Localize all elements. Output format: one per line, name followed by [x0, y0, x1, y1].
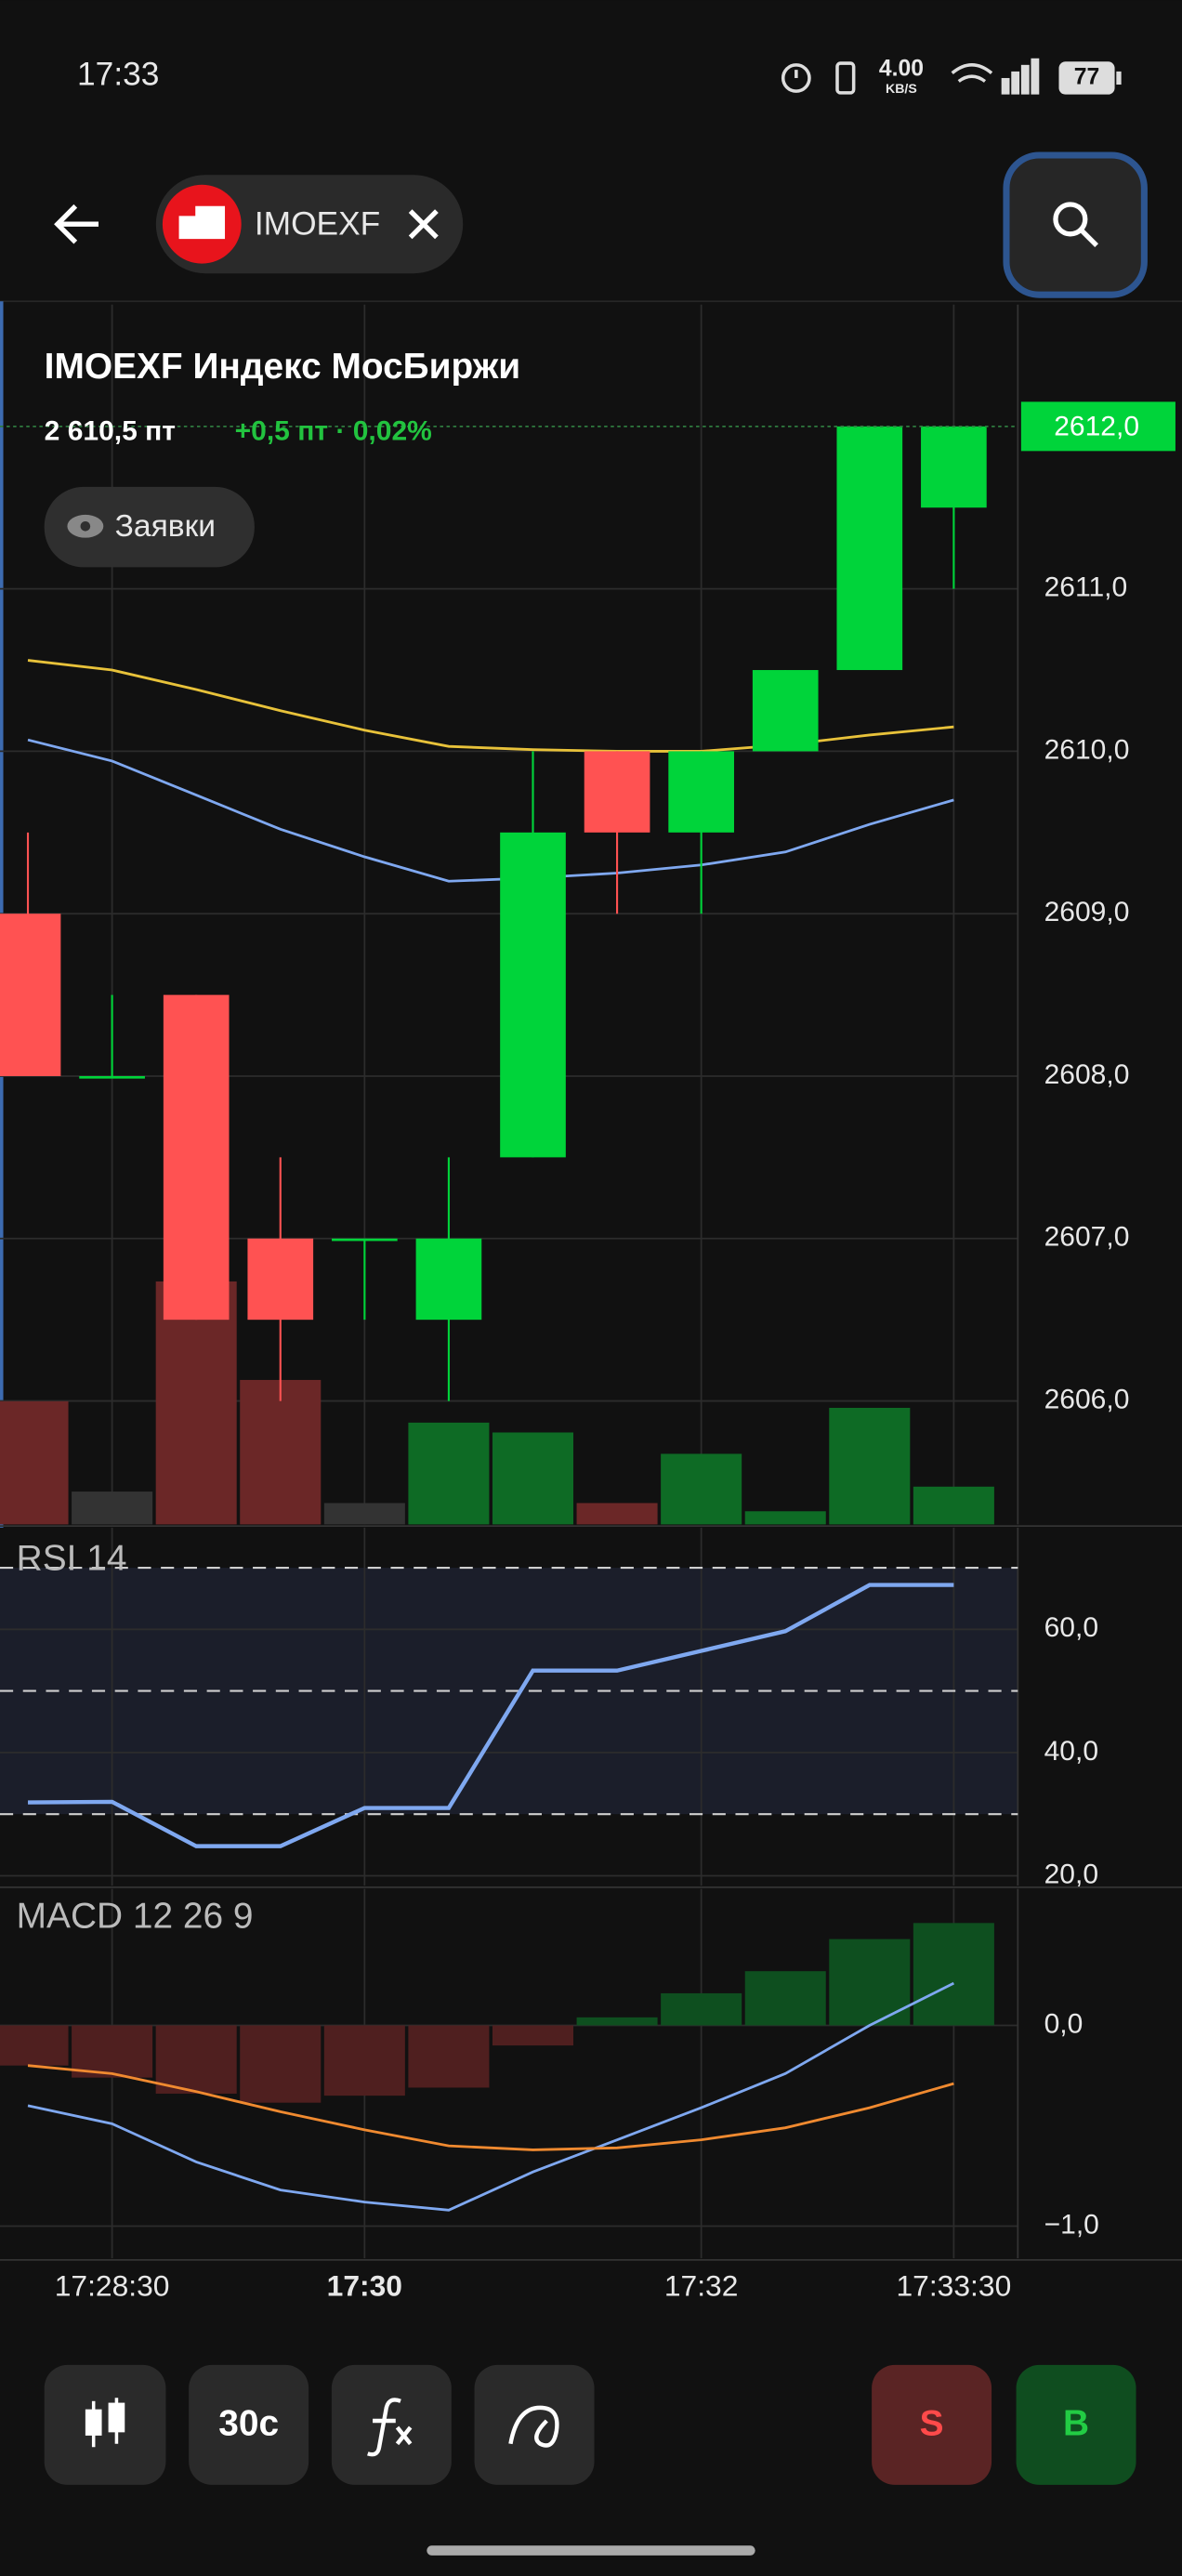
back-button[interactable] [54, 204, 98, 244]
ticker-chip[interactable] [155, 175, 464, 274]
status-speed: 4.00 [879, 57, 924, 82]
candle-body [0, 913, 61, 1076]
chart-type-button[interactable] [44, 2364, 166, 2485]
buy-label: B [1063, 2404, 1089, 2444]
y-tick-label: 2610,0 [1044, 734, 1130, 765]
indicator-line [27, 738, 954, 883]
interval-label: 30с [218, 2404, 279, 2444]
candle-body [79, 1075, 145, 1079]
candle-body [921, 426, 987, 508]
candle-body [415, 1238, 482, 1321]
sell-button[interactable] [872, 2364, 992, 2485]
ticker-chip-label: IMOEXF [255, 205, 380, 242]
indicator-line [27, 1981, 955, 2212]
drawing-icon [508, 2405, 559, 2448]
y-tick-label: −1,0 [1044, 2209, 1099, 2240]
volume-bar [72, 1492, 153, 1525]
y-tick-label: 20,0 [1044, 1859, 1098, 1889]
macd-histogram-bar [913, 1923, 994, 2026]
chip-close[interactable] [408, 209, 439, 240]
candle-body [584, 751, 650, 833]
x-tick-label: 17:28:30 [55, 2268, 170, 2302]
macd-title: MACD 12 26 9 [17, 1897, 254, 1937]
chart-title: IMOEXF Индекс МосБиржи [45, 347, 520, 387]
rsi-title: RSI 14 [17, 1539, 127, 1579]
candle-body [500, 832, 566, 1158]
search-icon [1053, 202, 1099, 248]
status-speed-unit: KB/S [886, 81, 917, 96]
last-price-label: 2612,0 [1054, 412, 1139, 442]
fx-icon [367, 2398, 413, 2457]
last-price-tag [1020, 401, 1175, 452]
macd-histogram-bar [155, 2025, 237, 2094]
header-change: +0,5 пт · 0,02% [235, 416, 432, 447]
volume-bar [0, 1400, 69, 1525]
x-tick-label: 17:33:30 [896, 2268, 1011, 2302]
volume-bar [829, 1407, 911, 1525]
y-tick-label: 2609,0 [1044, 897, 1130, 927]
sell-label: S [920, 2404, 944, 2444]
macd-histogram-bar [408, 2025, 490, 2088]
drawing-button[interactable] [474, 2364, 595, 2485]
header-price: 2 610,5 пт [45, 416, 176, 447]
macd-histogram-bar [492, 2025, 574, 2046]
candle-body [668, 751, 734, 833]
y-tick-label: 2611,0 [1044, 572, 1128, 603]
macd-histogram-bar [323, 2025, 405, 2096]
candle-body [836, 426, 903, 671]
volume-bar [661, 1453, 742, 1525]
home-indicator [427, 2545, 755, 2556]
y-tick-label: 40,0 [1044, 1736, 1098, 1767]
ticker-logo-mark [178, 205, 226, 240]
orders-button[interactable] [44, 486, 255, 568]
buy-button[interactable] [1016, 2364, 1136, 2485]
volume-bar [408, 1422, 490, 1525]
indicator-line [28, 1583, 954, 1848]
y-tick-label: 2608,0 [1044, 1059, 1130, 1090]
volume-bar [323, 1503, 405, 1525]
candle-body [752, 670, 819, 752]
eye-icon [67, 514, 104, 538]
candle-body [332, 1238, 398, 1242]
indicators-button[interactable] [331, 2364, 452, 2485]
interval-button[interactable] [189, 2364, 309, 2485]
macd-histogram-bar [661, 1992, 742, 2026]
y-tick-label: 0,0 [1044, 2008, 1084, 2039]
volume-bar [155, 1281, 237, 1525]
macd-histogram-bar [744, 1971, 826, 2026]
status-time: 17:33 [77, 57, 159, 93]
volume-bar [913, 1486, 994, 1525]
macd-histogram-bar [72, 2025, 153, 2078]
volume-bar [492, 1432, 574, 1525]
macd-histogram-bar [0, 2025, 69, 2066]
macd-histogram-bar [576, 2017, 658, 2026]
candle-body [247, 1238, 314, 1321]
candles-icon [85, 2398, 125, 2448]
y-tick-label: 2606,0 [1044, 1385, 1130, 1415]
volume-bar [576, 1503, 658, 1525]
indicator-line [27, 2064, 954, 2151]
macd-histogram-bar [240, 2025, 322, 2103]
volume-bar [240, 1379, 322, 1525]
status-icons [781, 58, 1122, 95]
candle-body [163, 994, 230, 1321]
y-tick-label: 2607,0 [1044, 1222, 1130, 1253]
search-button[interactable] [1003, 151, 1148, 298]
volume-bar [744, 1511, 826, 1525]
x-tick-label: 17:32 [664, 2268, 739, 2302]
x-tick-label: 17:30 [327, 2268, 402, 2302]
y-tick-label: 60,0 [1044, 1612, 1098, 1643]
battery-level: 77 [1074, 64, 1100, 89]
plots: 2606,0 2607,0 2608,0 2609,0 2610,0 2611,0 2612… [0, 304, 1182, 2302]
orders-button-label: Заявки [115, 509, 216, 544]
